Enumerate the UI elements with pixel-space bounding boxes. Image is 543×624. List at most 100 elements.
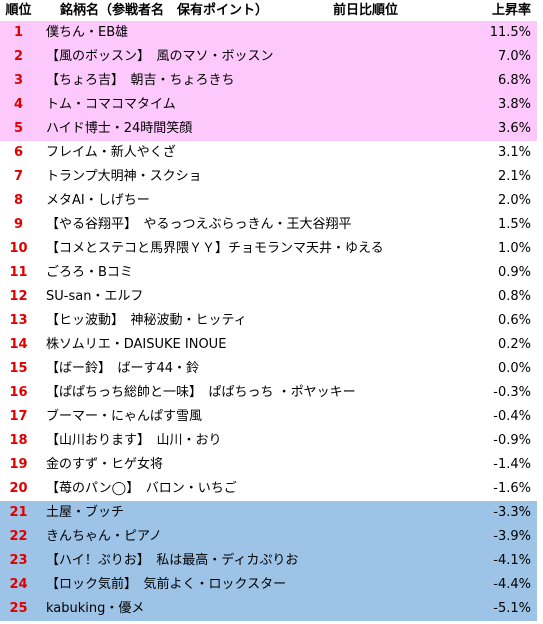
name-cell: 【ヒッ波動】 神秘波動・ヒッティ — [46, 313, 247, 328]
rank-cell: 4 — [13, 97, 24, 112]
rank-cell: 11 — [9, 265, 28, 280]
table-row: 25 kabuking・優メ -5.1% — [0, 597, 537, 621]
rank-cell: 18 — [9, 433, 28, 448]
rank-cell: 1 — [13, 25, 24, 40]
rank-cell: 2 — [13, 49, 24, 64]
table-row: 14 株ソムリエ・DAISUKE INOUE 0.2% — [0, 333, 537, 357]
change-cell: -4.1% — [493, 553, 531, 568]
header-prev: 前日比順位 — [333, 3, 399, 18]
change-cell: -1.6% — [493, 481, 531, 496]
change-cell: -3.3% — [493, 505, 531, 520]
name-cell: kabuking・優メ — [46, 601, 145, 616]
table-row: 21 土屋・ブッチ -3.3% — [0, 501, 537, 525]
rank-cell: 15 — [9, 361, 28, 376]
name-cell: 【ばー鈴】 ばーす44・鈴 — [46, 361, 200, 376]
change-cell: 3.6% — [497, 121, 531, 136]
name-cell: 【ちょろ吉】 朝吉・ちょろきち — [46, 73, 235, 88]
table-row: 16 【ぱぱちっち総帥と一味】 ぱぱちっち ・ポヤッキー -0.3% — [0, 381, 537, 405]
name-cell: ハイド博士・24時間笑顔 — [46, 121, 193, 136]
change-cell: 11.5% — [489, 25, 531, 40]
rank-cell: 7 — [13, 169, 24, 184]
rank-cell: 17 — [9, 409, 28, 424]
name-cell: 株ソムリエ・DAISUKE INOUE — [46, 337, 227, 352]
change-cell: 3.8% — [497, 97, 531, 112]
rank-cell: 20 — [9, 481, 28, 496]
name-cell: 【ロック気前】 気前よく・ロックスター — [46, 577, 287, 592]
table-row: 4 トム・コマコマタイム 3.8% — [0, 93, 537, 117]
name-cell: フレイム・新人やくざ — [46, 145, 176, 160]
rank-cell: 14 — [9, 337, 28, 352]
table-row: 5 ハイド博士・24時間笑顔 3.6% — [0, 117, 537, 141]
rank-cell: 8 — [13, 193, 24, 208]
change-cell: 7.0% — [497, 49, 531, 64]
rank-cell: 23 — [9, 553, 28, 568]
change-cell: 0.8% — [497, 289, 531, 304]
table-row: 18 【山川おります】 山川・おり -0.9% — [0, 429, 537, 453]
header-name: 銘柄名（参戦者名 保有ポイント） — [60, 3, 269, 18]
name-cell: SU-san・エルフ — [46, 289, 144, 304]
rank-cell: 21 — [9, 505, 28, 520]
rank-cell: 24 — [9, 577, 28, 592]
rank-cell: 12 — [9, 289, 28, 304]
table-row: 12 SU-san・エルフ 0.8% — [0, 285, 537, 309]
table-row: 1 僕ちん・EB雄 11.5% — [0, 21, 537, 45]
table-row: 15 【ばー鈴】 ばーす44・鈴 0.0% — [0, 357, 537, 381]
change-cell: 6.8% — [497, 73, 531, 88]
change-cell: -5.1% — [493, 601, 531, 616]
change-cell: 0.0% — [497, 361, 531, 376]
table-row: 24 【ロック気前】 気前よく・ロックスター -4.4% — [0, 573, 537, 597]
change-cell: 1.5% — [497, 217, 531, 232]
change-cell: -0.3% — [493, 385, 531, 400]
header-change: 上昇率 — [491, 3, 531, 18]
change-cell: 0.2% — [497, 337, 531, 352]
name-cell: ブーマー・にゃんぱす雪風 — [46, 409, 203, 424]
name-cell: 【山川おります】 山川・おり — [46, 433, 222, 448]
change-cell: -0.9% — [493, 433, 531, 448]
rank-cell: 6 — [13, 145, 24, 160]
name-cell: トランプ大明神・スクショ — [46, 169, 202, 184]
rank-cell: 9 — [13, 217, 24, 232]
table-row: 20 【苺のパン◯】 バロン・いちご -1.6% — [0, 477, 537, 501]
name-cell: 【コメとステコと馬界隈ＹＹ】チョモランマ天井・ゆえる — [46, 241, 384, 256]
name-cell: きんちゃん・ピアノ — [46, 529, 162, 544]
name-cell: 【やる谷翔平】 やるっつえぶらっきん・王大谷翔平 — [46, 217, 352, 232]
rank-cell: 3 — [13, 73, 24, 88]
change-cell: 0.6% — [497, 313, 531, 328]
rank-cell: 13 — [9, 313, 28, 328]
name-cell: メタAI・しげちー — [46, 193, 150, 208]
table-row: 11 ごろろ・Bコミ 0.9% — [0, 261, 537, 285]
rank-cell: 19 — [9, 457, 28, 472]
table-row: 3 【ちょろ吉】 朝吉・ちょろきち 6.8% — [0, 69, 537, 93]
change-cell: -4.4% — [493, 577, 531, 592]
table-row: 17 ブーマー・にゃんぱす雪風 -0.4% — [0, 405, 537, 429]
name-cell: 【風のボッスン】 風のマソ・ボッスン — [46, 49, 274, 64]
change-cell: 0.9% — [497, 265, 531, 280]
rank-cell: 5 — [13, 121, 24, 136]
name-cell: 土屋・ブッチ — [46, 505, 125, 520]
rank-cell: 25 — [9, 601, 28, 616]
change-cell: -0.4% — [493, 409, 531, 424]
table-row: 6 フレイム・新人やくざ 3.1% — [0, 141, 537, 165]
name-cell: 【苺のパン◯】 バロン・いちご — [46, 481, 237, 496]
header-rank: 順位 — [5, 3, 32, 18]
table-row: 7 トランプ大明神・スクショ 2.1% — [0, 165, 537, 189]
name-cell: 【ぱぱちっち総帥と一味】 ぱぱちっち ・ポヤッキー — [46, 385, 356, 400]
table-row: 13 【ヒッ波動】 神秘波動・ヒッティ 0.6% — [0, 309, 537, 333]
rank-cell: 22 — [9, 529, 28, 544]
name-cell: トム・コマコマタイム — [46, 97, 176, 112]
table-row: 22 きんちゃん・ピアノ -3.9% — [0, 525, 537, 549]
rank-cell: 10 — [9, 241, 28, 256]
table-row: 2 【風のボッスン】 風のマソ・ボッスン 7.0% — [0, 45, 537, 69]
change-cell: 3.1% — [497, 145, 531, 160]
table-row: 9 【やる谷翔平】 やるっつえぶらっきん・王大谷翔平 1.5% — [0, 213, 537, 237]
change-cell: -1.4% — [493, 457, 531, 472]
change-cell: -3.9% — [493, 529, 531, 544]
table-row: 19 金のすず・ヒゲ女将 -1.4% — [0, 453, 537, 477]
change-cell: 2.1% — [497, 169, 531, 184]
table-row: 10 【コメとステコと馬界隈ＹＹ】チョモランマ天井・ゆえる 1.0% — [0, 237, 537, 261]
name-cell: 僕ちん・EB雄 — [46, 25, 129, 40]
change-cell: 1.0% — [497, 241, 531, 256]
change-cell: 2.0% — [497, 193, 531, 208]
name-cell: ごろろ・Bコミ — [46, 265, 133, 280]
